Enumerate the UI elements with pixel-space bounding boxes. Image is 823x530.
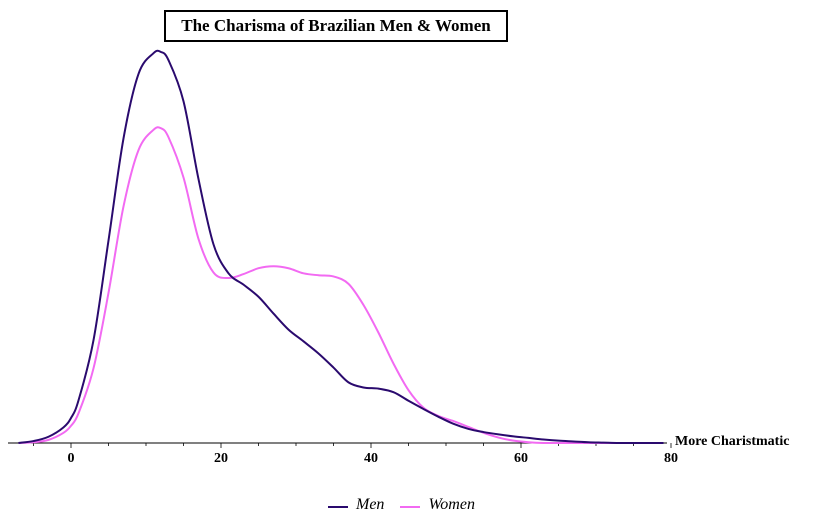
x-tick-label: 60 — [514, 451, 528, 466]
x-tick-label: 0 — [68, 451, 75, 466]
legend-swatch-women — [400, 506, 421, 508]
legend: Men Women — [328, 495, 491, 515]
chart-title: The Charisma of Brazilian Men & Women — [164, 10, 508, 42]
series-line-men — [18, 49, 664, 445]
legend-label-women: Women — [428, 496, 475, 513]
x-axis-label: More Charistmatic — [675, 434, 790, 449]
legend-swatch-men — [328, 506, 348, 508]
series-layer — [18, 49, 664, 445]
legend-item-men: Men — [328, 496, 384, 514]
legend-label-men: Men — [356, 496, 385, 513]
x-tick-label: 40 — [364, 451, 378, 466]
series-line-women — [18, 126, 664, 445]
x-tick-label: 80 — [664, 451, 678, 466]
legend-item-women: Women — [400, 496, 475, 514]
x-tick-label: 20 — [214, 451, 228, 466]
x-axis: 0 20 40 60 80 — [8, 442, 678, 466]
